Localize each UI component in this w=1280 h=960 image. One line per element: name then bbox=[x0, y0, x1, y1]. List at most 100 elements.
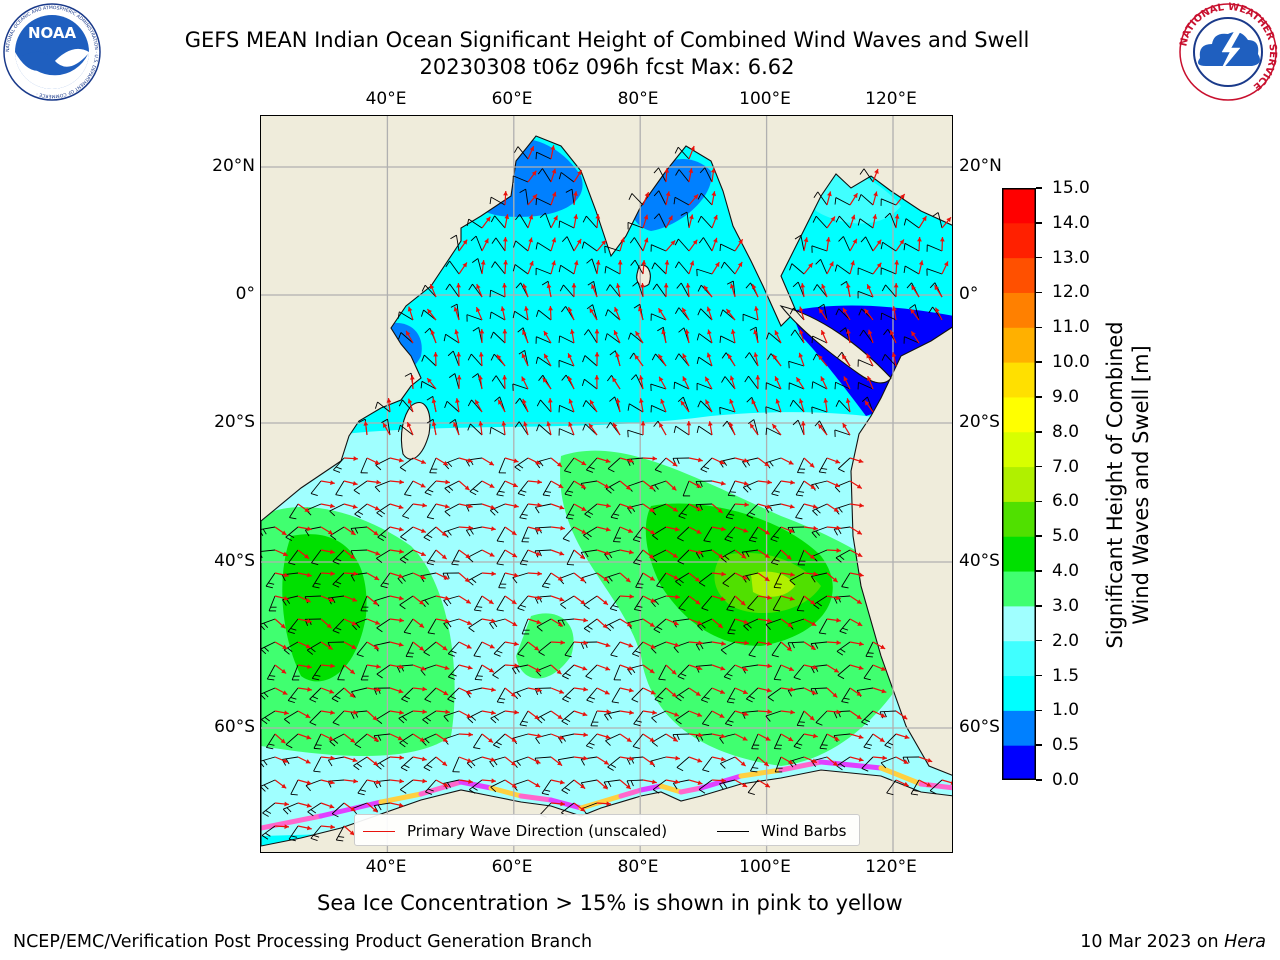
footer-host: Hera bbox=[1224, 932, 1266, 952]
colorbar-segment bbox=[1002, 605, 1036, 642]
wave-direction-arrows bbox=[274, 145, 952, 836]
colorbar-tick-label: 12.0 bbox=[1052, 282, 1090, 303]
colorbar-tick-mark bbox=[1036, 222, 1042, 224]
colorbar bbox=[1002, 188, 1036, 780]
colorbar-tick-mark bbox=[1036, 187, 1042, 189]
colorbar-tick-label: 15.0 bbox=[1052, 178, 1090, 198]
lat-label-right-20s: 20°S bbox=[959, 412, 1000, 432]
legend-item-wave-direction: Primary Wave Direction (unscaled) bbox=[363, 822, 667, 840]
colorbar-tick-label: 7.0 bbox=[1052, 456, 1080, 477]
sea-ice-caption: Sea Ice Concentration > 15% is shown in … bbox=[317, 891, 903, 915]
coastline bbox=[261, 135, 952, 847]
colorbar-tick-mark bbox=[1036, 361, 1042, 363]
colorbar-segment bbox=[1002, 745, 1036, 780]
lon-label-bottom-40e: 40°E bbox=[365, 857, 407, 877]
colorbar-segment bbox=[1002, 327, 1036, 363]
colorbar-label-line2: Wind Waves and Swell [m] bbox=[1129, 345, 1153, 625]
lat-label-left-20s: 20°S bbox=[214, 412, 255, 432]
map-legend: Primary Wave Direction (unscaled) Wind B… bbox=[354, 814, 860, 846]
noaa-logo: NOAA NATIONAL OCEANIC AND ATMOSPHERIC AD… bbox=[3, 3, 101, 101]
colorbar-segment bbox=[1002, 431, 1036, 468]
footer-date-text: 10 Mar 2023 on bbox=[1080, 932, 1225, 952]
colorbar-segment bbox=[1002, 675, 1036, 711]
colorbar-tick-mark bbox=[1036, 326, 1042, 329]
graticule bbox=[261, 116, 952, 852]
colorbar-tick-label: 9.0 bbox=[1052, 386, 1080, 407]
colorbar-segment bbox=[1002, 501, 1036, 537]
lat-label-right-0: 0° bbox=[959, 284, 979, 304]
chart-subtitle: 20230308 t06z 096h fcst Max: 6.62 bbox=[419, 55, 795, 79]
footer-date: 10 Mar 2023 on Hera bbox=[1080, 932, 1266, 952]
colorbar-tick-mark bbox=[1036, 709, 1042, 712]
legend-label-wind-barbs: Wind Barbs bbox=[761, 822, 847, 840]
lat-label-left-20n: 20°N bbox=[212, 156, 255, 176]
colorbar-tick-label: 4.0 bbox=[1052, 561, 1080, 582]
colorbar-tick-mark bbox=[1036, 500, 1042, 503]
colorbar-tick-mark bbox=[1036, 674, 1042, 677]
lat-label-right-40s: 40°S bbox=[959, 551, 1000, 571]
colorbar-tick-mark bbox=[1036, 256, 1042, 259]
colorbar-segment bbox=[1002, 536, 1036, 572]
lon-label-bottom-120e: 120°E bbox=[865, 857, 917, 877]
colorbar-tick-label: 5.0 bbox=[1052, 526, 1080, 547]
map-panel bbox=[260, 115, 953, 853]
legend-label-wave-direction: Primary Wave Direction (unscaled) bbox=[407, 822, 668, 840]
lon-label-bottom-80e: 80°E bbox=[617, 857, 659, 877]
colorbar-tick-label: 6.0 bbox=[1052, 491, 1080, 512]
colorbar-tick-mark bbox=[1036, 779, 1042, 781]
lon-label-top-80e: 80°E bbox=[617, 89, 659, 109]
colorbar-segment bbox=[1002, 710, 1036, 746]
colorbar-tick-mark bbox=[1036, 291, 1042, 294]
lon-label-top-40e: 40°E bbox=[365, 89, 407, 109]
lat-label-left-40s: 40°S bbox=[214, 551, 255, 571]
lon-label-top-60e: 60°E bbox=[491, 89, 533, 109]
footer-credit: NCEP/EMC/Verification Post Processing Pr… bbox=[13, 932, 593, 952]
svg-text:NOAA: NOAA bbox=[28, 24, 77, 42]
colorbar-label: Significant Height of Combined Wind Wave… bbox=[1102, 225, 1154, 745]
colorbar-tick-label: 13.0 bbox=[1052, 247, 1090, 268]
colorbar-tick-mark bbox=[1036, 396, 1042, 398]
colorbar-tick-mark bbox=[1036, 431, 1042, 433]
colorbar-segment bbox=[1002, 640, 1036, 677]
colorbar-tick-label: 0.5 bbox=[1052, 735, 1080, 756]
colorbar-tick-label: 2.0 bbox=[1052, 630, 1080, 651]
colorbar-tick-label: 3.0 bbox=[1052, 595, 1080, 616]
colorbar-tick-label: 8.0 bbox=[1052, 421, 1080, 442]
colorbar-tick-mark bbox=[1036, 570, 1042, 572]
legend-swatch-wind-barbs bbox=[717, 831, 749, 832]
colorbar-tick-label: 10.0 bbox=[1052, 352, 1090, 373]
colorbar-tick-label: 11.0 bbox=[1052, 317, 1090, 338]
lat-label-left-60s: 60°S bbox=[214, 717, 255, 737]
colorbar-segment bbox=[1002, 362, 1036, 398]
colorbar-segment bbox=[1002, 292, 1036, 328]
colorbar-label-line1: Significant Height of Combined bbox=[1103, 321, 1127, 649]
lon-label-top-100e: 100°E bbox=[739, 89, 791, 109]
lat-label-right-20n: 20°N bbox=[959, 156, 1002, 176]
colorbar-segment bbox=[1002, 257, 1036, 293]
legend-swatch-wave-direction bbox=[363, 831, 395, 832]
colorbar-segment bbox=[1002, 222, 1036, 259]
colorbar-tick-mark bbox=[1036, 535, 1042, 537]
colorbar-tick-label: 14.0 bbox=[1052, 212, 1090, 233]
colorbar-segment bbox=[1002, 188, 1036, 224]
lon-label-bottom-100e: 100°E bbox=[739, 857, 791, 877]
wind-barbs bbox=[261, 146, 943, 842]
lon-label-bottom-60e: 60°E bbox=[491, 857, 533, 877]
lon-label-top-120e: 120°E bbox=[865, 89, 917, 109]
colorbar-segment bbox=[1002, 466, 1036, 502]
colorbar-tick-label: 1.0 bbox=[1052, 700, 1080, 721]
colorbar-tick-label: 0.0 bbox=[1052, 770, 1080, 790]
nws-logo: NATIONAL WEATHER SERVICE bbox=[1178, 2, 1278, 101]
colorbar-tick-mark bbox=[1036, 639, 1042, 642]
chart-title: GEFS MEAN Indian Ocean Significant Heigh… bbox=[184, 28, 1030, 52]
colorbar-tick-mark bbox=[1036, 744, 1042, 746]
legend-item-wind-barbs: Wind Barbs bbox=[717, 822, 846, 840]
colorbar-segment bbox=[1002, 571, 1036, 607]
colorbar-segment bbox=[1002, 396, 1036, 433]
sea-ice-band bbox=[261, 759, 952, 831]
lat-label-right-60s: 60°S bbox=[959, 717, 1000, 737]
colorbar-tick-mark bbox=[1036, 465, 1042, 468]
wave-height-map bbox=[261, 116, 952, 852]
colorbar-tick-label: 1.5 bbox=[1052, 665, 1080, 686]
lat-label-left-0: 0° bbox=[235, 284, 255, 304]
